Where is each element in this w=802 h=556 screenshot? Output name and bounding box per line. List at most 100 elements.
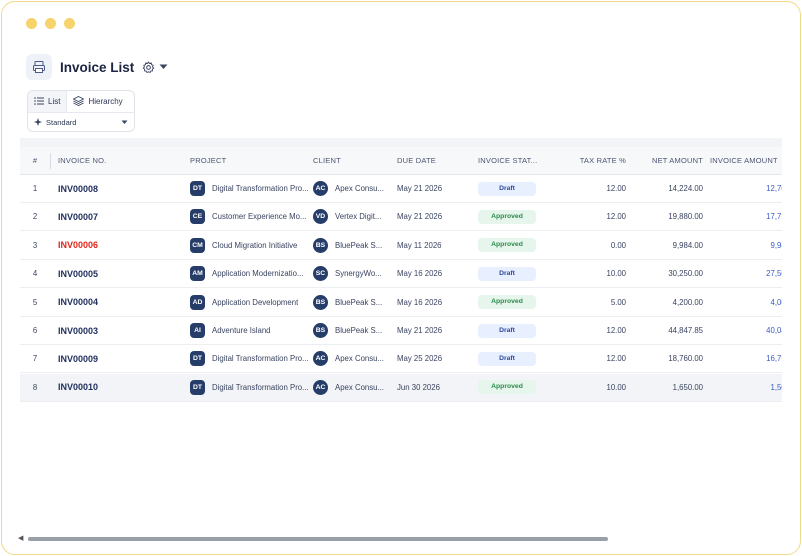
col-header-due-date[interactable]: DUE DATE bbox=[397, 156, 436, 165]
row-number: 5 bbox=[32, 297, 38, 307]
client-cell[interactable]: SC SynergyWo... bbox=[313, 266, 393, 282]
client-name: Apex Consu... bbox=[335, 184, 384, 193]
client-avatar: BS bbox=[313, 294, 328, 310]
client-avatar: AC bbox=[313, 181, 328, 196]
status-badge: Draft bbox=[478, 266, 536, 281]
column-divider[interactable] bbox=[50, 153, 51, 169]
page-title: Invoice List bbox=[60, 59, 135, 75]
client-cell[interactable]: BS BluePeak S... bbox=[313, 237, 393, 253]
client-name: Apex Consu... bbox=[335, 382, 384, 392]
view-switcher: List Hierarchy Standard bbox=[27, 90, 135, 132]
due-date: May 21 2026 bbox=[397, 326, 443, 335]
net-amount: 1,650.00 bbox=[672, 382, 703, 392]
due-date: May 11 2026 bbox=[397, 240, 442, 250]
client-avatar: AC bbox=[313, 351, 328, 367]
project-avatar: CE bbox=[190, 209, 205, 225]
project-name: Digital Transformation Pro... bbox=[212, 184, 309, 193]
col-header-invoice-no[interactable]: INVOICE NO. bbox=[58, 156, 107, 165]
project-name: Application Modernizatio... bbox=[212, 269, 304, 279]
invoice-number-link[interactable]: INV00008 bbox=[58, 183, 99, 194]
gear-icon[interactable] bbox=[142, 60, 155, 74]
project-cell[interactable]: DT Digital Transformation Pro... bbox=[190, 351, 310, 367]
table-row[interactable]: 5 INV00004 AD Application Development BS Blue… bbox=[20, 289, 782, 317]
client-avatar: SC bbox=[313, 266, 328, 282]
table-row[interactable]: 6 INV00003 AI Adventure Island BS BluePeak S.… bbox=[20, 317, 782, 345]
invoice-amount: 9,984 bbox=[770, 240, 782, 250]
col-header-num[interactable]: # bbox=[32, 156, 38, 165]
client-name: SynergyWo... bbox=[335, 269, 382, 279]
invoice-number-link[interactable]: INV00005 bbox=[58, 268, 99, 279]
invoice-number-link[interactable]: INV00003 bbox=[58, 325, 99, 336]
window-dot-minimize[interactable] bbox=[45, 18, 56, 29]
status-cell: Draft bbox=[478, 323, 543, 338]
scroll-left-icon[interactable]: ◀ bbox=[18, 535, 24, 542]
table-row[interactable]: 4 INV00005 AM Application Modernizatio... SC… bbox=[20, 260, 782, 289]
chevron-down-icon bbox=[121, 118, 128, 127]
tab-list[interactable]: List bbox=[28, 91, 68, 112]
client-cell[interactable]: AC Apex Consu... bbox=[313, 379, 393, 395]
tax-rate: 5.00 bbox=[610, 297, 626, 307]
col-header-invoice-amount[interactable]: INVOICE AMOUNT bbox=[710, 156, 778, 165]
view-filter-label: Standard bbox=[46, 118, 77, 127]
invoice-number-link[interactable]: INV00009 bbox=[58, 353, 99, 364]
window-dot-close[interactable] bbox=[26, 18, 37, 29]
client-cell[interactable]: BS BluePeak S... bbox=[313, 323, 393, 338]
view-tabs: List Hierarchy bbox=[28, 91, 134, 113]
project-avatar: DT bbox=[190, 379, 205, 395]
project-cell[interactable]: AI Adventure Island bbox=[190, 323, 310, 338]
invoice-number-link[interactable]: INV00004 bbox=[58, 297, 99, 308]
invoice-number-link[interactable]: INV00007 bbox=[58, 211, 99, 222]
window-dot-maximize[interactable] bbox=[64, 18, 75, 29]
project-cell[interactable]: DT Digital Transformation Pro... bbox=[190, 379, 310, 395]
table-row[interactable]: 8 INV00010 DT Digital Transformation Pro...… bbox=[20, 373, 782, 402]
horizontal-scrollbar[interactable]: ◀ bbox=[18, 535, 780, 542]
project-avatar: DT bbox=[190, 181, 205, 196]
status-cell: Draft bbox=[478, 181, 543, 196]
tax-rate: 10.00 bbox=[606, 269, 626, 279]
client-cell[interactable]: BS BluePeak S... bbox=[313, 294, 393, 310]
tax-rate: 12.00 bbox=[606, 354, 626, 364]
client-name: Vertex Digit... bbox=[335, 212, 382, 222]
project-cell[interactable]: AD Application Development bbox=[190, 294, 310, 310]
col-header-net-amount[interactable]: NET AMOUNT bbox=[651, 156, 703, 165]
due-date: May 25 2026 bbox=[397, 354, 443, 364]
project-cell[interactable]: AM Application Modernizatio... bbox=[190, 266, 310, 282]
client-name: Apex Consu... bbox=[335, 354, 384, 364]
table-row[interactable]: 3 INV00006 CM Cloud Migration Initiative BS B… bbox=[20, 232, 782, 260]
invoice-amount: 16,750 bbox=[766, 354, 782, 364]
net-amount: 9,984.00 bbox=[672, 240, 703, 250]
tax-rate: 12.00 bbox=[606, 212, 626, 222]
client-cell[interactable]: VD Vertex Digit... bbox=[313, 209, 393, 225]
table-header: # INVOICE NO. PROJECT CLIENT DUE DATE IN… bbox=[20, 147, 782, 175]
row-number: 3 bbox=[32, 240, 38, 250]
table-row[interactable]: 2 INV00007 CE Customer Experience Mo... VD Ve… bbox=[20, 203, 782, 232]
col-header-client[interactable]: CLIENT bbox=[313, 156, 341, 165]
project-avatar: CM bbox=[190, 237, 205, 253]
project-cell[interactable]: CE Customer Experience Mo... bbox=[190, 209, 310, 225]
project-name: Adventure Island bbox=[212, 326, 271, 335]
view-filter-select[interactable]: Standard bbox=[28, 113, 134, 132]
table-row[interactable]: 1 INV00008 DT Digital Transformation Pro...… bbox=[20, 175, 782, 203]
table-row[interactable]: 7 INV00009 DT Digital Transformation Pro...… bbox=[20, 345, 782, 374]
client-cell[interactable]: AC Apex Consu... bbox=[313, 351, 393, 367]
project-cell[interactable]: DT Digital Transformation Pro... bbox=[190, 181, 310, 196]
project-name: Digital Transformation Pro... bbox=[212, 354, 309, 364]
project-cell[interactable]: CM Cloud Migration Initiative bbox=[190, 237, 310, 253]
caret-down-icon[interactable] bbox=[159, 64, 168, 70]
client-name: BluePeak S... bbox=[335, 326, 383, 335]
tax-rate: 12.00 bbox=[606, 326, 626, 335]
due-date: May 21 2026 bbox=[397, 184, 443, 193]
status-badge: Draft bbox=[478, 323, 536, 338]
scrollbar-thumb[interactable] bbox=[28, 537, 608, 541]
client-cell[interactable]: AC Apex Consu... bbox=[313, 181, 393, 196]
tab-hierarchy[interactable]: Hierarchy bbox=[67, 91, 128, 112]
due-date: May 21 2026 bbox=[397, 212, 443, 222]
layers-icon bbox=[72, 95, 85, 108]
invoice-number-link[interactable]: INV00006 bbox=[58, 240, 99, 251]
client-name: BluePeak S... bbox=[335, 297, 383, 307]
col-header-project[interactable]: PROJECT bbox=[190, 156, 227, 165]
invoice-number-link[interactable]: INV00010 bbox=[58, 382, 99, 393]
col-header-status[interactable]: INVOICE STAT... bbox=[478, 156, 538, 165]
col-header-tax-rate[interactable]: TAX RATE % bbox=[579, 156, 626, 165]
status-cell: Approved bbox=[478, 238, 543, 253]
